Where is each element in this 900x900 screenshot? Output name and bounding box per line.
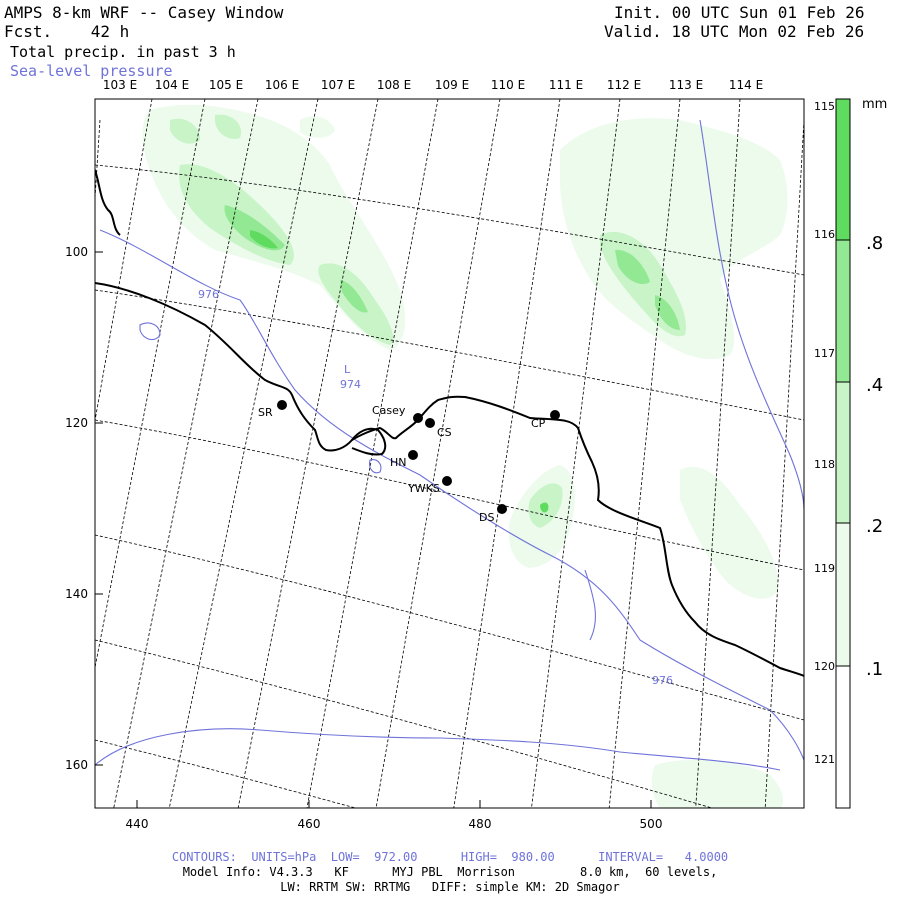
y-tick-label: 100 [65,245,88,259]
colorbar-band-max [836,99,850,240]
lon-label: 107 E [321,78,355,92]
plot-frame [94,98,805,809]
y-axis-labels: 100 120 140 160 [65,245,88,772]
station-label-cp: CP [531,417,546,430]
lon-label: 106 E [265,78,299,92]
lon-label: 111 E [549,78,583,92]
physics-info: LW: RRTM SW: RRTMG DIFF: simple KM: 2D S… [280,880,620,894]
station-label-hn: HN [390,456,407,469]
lon-label: 108 E [377,78,411,92]
field-precip-label: Total precip. in past 3 h [10,43,236,61]
lon-label: 105 E [209,78,243,92]
lat-lon-grid [95,99,804,808]
colorbar-unit: mm [862,97,887,112]
station-dot-casey [413,413,423,423]
pressure-contours [95,119,804,771]
colorbar-band-light [836,523,850,666]
axis-ticks [95,251,652,808]
station-dot-cs [425,418,435,428]
lon-label: 110 E [491,78,525,92]
station-dot-sr [277,400,287,410]
colorbar-label: .8 [866,233,883,254]
lon-label: 104 E [155,78,189,92]
lon-label: 109 E [435,78,469,92]
station-dot-ds [497,504,507,514]
x-tick-label: 500 [640,817,663,831]
field-pressure-label: Sea-level pressure [10,62,173,80]
x-tick-label: 440 [126,817,149,831]
colorbar-label: .2 [866,516,883,537]
precip-colorbar: mm .8 .4 .2 .1 [835,97,887,809]
x-axis-labels: 440 460 480 500 [126,817,663,831]
valid-time: Valid. 18 UTC Mon 02 Feb 26 [604,22,865,41]
colorbar-band-mid [836,382,850,523]
station-dot-hn [408,450,418,460]
x-tick-label: 460 [298,817,321,831]
low-pressure-marker: L [344,363,351,376]
contour-labels: 976 974 976 L [198,288,673,687]
contours-info: CONTOURS: UNITS=hPa LOW= 972.00 HIGH= 98… [171,850,729,864]
station-markers [277,400,560,514]
station-label-ds: DS [479,511,494,524]
x-tick-label: 480 [469,817,492,831]
colorbar-label: .4 [866,375,883,396]
y-tick-label: 160 [65,758,88,772]
lon-label: 113 E [669,78,703,92]
station-labels: SR Casey CS HN YWKS DS CP [258,404,546,524]
lon-label: 112 E [607,78,641,92]
station-dot-ywks [442,476,452,486]
colorbar-band-high [836,240,850,382]
coastline [95,169,804,677]
lon-label: 103 E [103,78,137,92]
contour-label: 976 [198,288,219,301]
station-label-cs: CS [437,426,452,439]
y-tick-label: 140 [65,587,88,601]
precip-shading [142,104,788,808]
station-dot-cp [550,410,560,420]
y-tick-label: 120 [65,416,88,430]
forecast-hour: Fcst. 42 h [4,22,130,41]
station-label-ywks: YWKS [407,482,440,495]
colorbar-band-none [836,666,850,808]
station-label-sr: SR [258,406,273,419]
init-time: Init. 00 UTC Sun 01 Feb 26 [614,3,865,22]
colorbar-label: .1 [866,659,883,680]
contour-label: 974 [340,378,361,391]
station-label-casey: Casey [372,404,406,417]
contour-label: 976 [652,674,673,687]
map-title: AMPS 8-km WRF -- Casey Window [4,3,284,22]
model-info: Model Info: V4.3.3 KF MYJ PBL Morrison 8… [182,865,718,879]
lon-labels-top: 103 E 104 E 105 E 106 E 107 E 108 E 109 … [103,78,763,92]
lon-label: 114 E [729,78,763,92]
